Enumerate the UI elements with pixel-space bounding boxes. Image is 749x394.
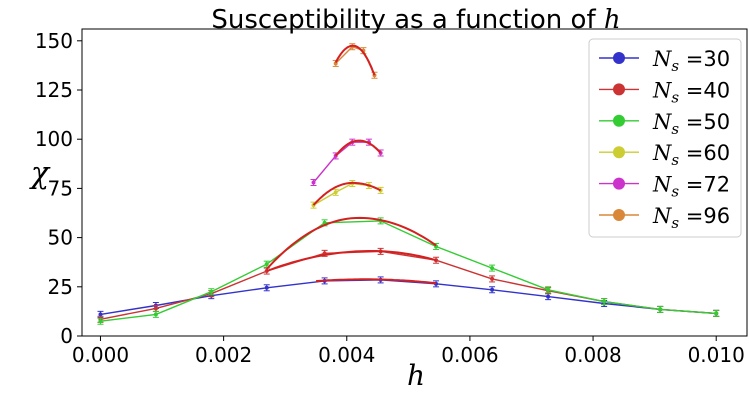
series [310,179,384,209]
legend-label: Ns =60 [652,141,730,169]
series-line [100,250,717,320]
x-tick-label: 0.004 [318,343,375,367]
series [332,43,378,79]
data-point [209,289,214,294]
plot-area [81,28,748,337]
legend-marker [613,114,625,127]
y-tick-label: 50 [48,226,73,250]
y-tick-label: 150 [35,29,73,53]
chart-title: Susceptibility as a function of h [211,5,620,35]
y-tick-label: 25 [48,275,73,299]
legend-marker [613,209,625,221]
x-tick-label: 0.010 [688,343,745,367]
series [310,138,384,186]
legend-label: Ns =40 [652,78,730,106]
data-point [546,287,551,292]
fit-curve [312,181,382,206]
y-tick-label: 75 [48,176,73,200]
data-point [264,285,269,290]
legend-label: Ns =50 [652,110,730,138]
y-tick-label: 100 [35,127,73,151]
series-line [100,220,717,322]
fit-curve [265,216,437,270]
data-point [490,266,495,271]
legend-marker [613,52,625,64]
fit-curve [334,44,376,76]
data-point [98,312,103,317]
legend-label: Ns =30 [652,47,730,75]
fit-curve [315,278,437,285]
series [97,216,720,325]
legend-marker [613,146,625,159]
data-point [333,190,338,195]
legend-marker [613,83,625,96]
data-point [264,262,269,267]
data-point [153,306,158,311]
legend-label: Ns =72 [652,173,730,201]
series [97,276,720,318]
x-axis: 0.000 0.002 0.004 0.006 0.008 0.010 [72,336,745,367]
data-point [490,276,495,281]
x-tick-label: 0.000 [72,343,129,367]
y-axis-label: χ [29,156,51,191]
data-point [602,299,607,304]
y-tick-label: 0 [60,324,73,348]
series-line [312,141,382,183]
legend: Ns =30 Ns =40 Ns =50 Ns =60 Ns =72 Ns =96 [588,38,742,238]
data-point [546,294,551,299]
data-point [714,311,719,316]
x-axis-label: h [407,359,425,392]
data-point [490,287,495,292]
data-point [311,180,316,185]
x-tick-label: 0.002 [195,343,252,367]
fit-curve [266,250,437,273]
data-point [153,312,158,317]
series [97,247,720,323]
data-point [98,319,103,324]
x-tick-label: 0.008 [564,343,621,367]
legend-label: Ns =96 [652,204,730,232]
y-tick-label: 125 [35,78,73,102]
plot-frame [81,28,748,337]
data-point [658,307,663,312]
legend-marker [613,177,625,190]
fit-curve [334,139,382,157]
legend-box [588,38,742,238]
series-line [100,279,717,316]
x-tick-label: 0.006 [441,343,498,367]
y-axis: 0 25 50 75 100 125 150 [35,29,82,348]
